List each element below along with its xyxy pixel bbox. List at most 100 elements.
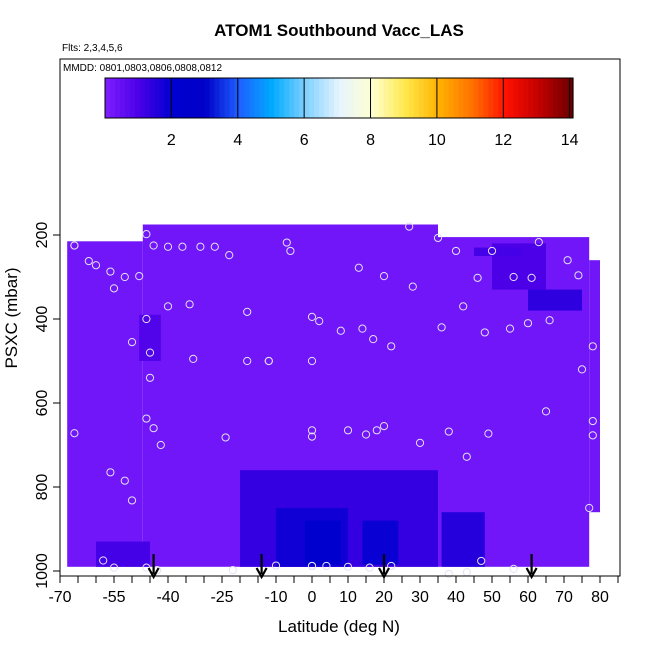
colorbar-cell [269,78,275,118]
sample-point [210,242,219,251]
colorbar-cell [488,78,494,118]
x-tick-label: 80 [591,589,609,606]
colorbar-tick-label: 6 [300,132,309,149]
heatmap-cell [304,520,341,565]
sample-point [462,452,471,461]
sample-point [271,561,281,570]
flight-marker-head [525,567,538,580]
sample-point [243,356,252,366]
colorbar-cell [383,78,390,118]
colorbar-cell [563,78,569,118]
colorbar-cell [224,78,231,118]
sample-point [307,426,317,435]
sample-point [70,429,79,438]
colorbar-cell [264,78,270,118]
sample-point [163,302,173,311]
flight-marker-head [147,567,160,580]
colorbar-cell [508,78,514,118]
sample-point [264,356,273,366]
sample-point [387,561,396,571]
colorbar-cell [339,78,345,118]
sample-point [91,261,101,270]
sample-point [588,342,597,351]
colorbar-cells [105,78,574,118]
x-tick-label: 70 [555,589,573,606]
colorbar-cell [443,78,450,118]
colorbar-cell [134,78,141,118]
y-tick-label: 1000 [34,553,51,589]
sample-point [523,319,533,328]
sample-point [307,561,317,571]
colorbar-cell [468,78,475,118]
colorbar-cell [129,78,136,118]
sample-point [379,272,389,281]
sample-point [120,476,129,485]
colorbar-cell [558,78,564,118]
sample-point [142,563,151,572]
colorbar-ticks: 2 4 6 8 10 12 14 [167,78,579,149]
sample-point [228,566,237,575]
colorbar-cell [229,78,236,118]
sample-point [142,230,151,239]
colorbar-cell [254,78,260,118]
coverage-cell [502,543,518,559]
sample-point [358,324,367,333]
colorbar-cell [413,78,420,118]
sample-point [225,251,234,260]
colorbar-cell [314,78,320,118]
sample-point [286,246,295,256]
heatmap-layer [67,222,600,580]
colorbar-tick-label: 4 [233,132,242,149]
y-axis-label: PSXC (mbar) [2,267,21,368]
y-tick-label: 400 [34,306,51,333]
x-tick-label: 0 [308,589,317,606]
x-tick-label: -70 [48,589,71,606]
colorbar-cell [199,78,206,118]
sample-point [433,233,443,243]
colorbar-cell [393,78,400,118]
x-tick-label: -10 [264,589,287,606]
colorbar-cell [453,78,460,118]
sample-point [484,429,493,438]
sample-point [369,335,378,344]
colorbar-cell [234,78,241,118]
colorbar-cell [184,78,191,118]
colorbar-cell [363,78,370,118]
colorbar-cell [159,78,166,118]
flight-marker-head [255,567,268,580]
colorbar-cell [249,78,255,118]
sample-point [405,222,414,231]
sample-point [372,426,381,435]
sample-point [577,365,587,374]
sample-point [574,271,583,280]
x-tick-label: 60 [519,589,537,606]
y-tick-label: 800 [34,474,51,501]
sample-point [142,314,151,324]
colorbar-cell [368,78,375,118]
sample-point [322,561,331,571]
x-axis: -70 -55 -40 -25 -10 0 10 20 30 40 50 60 70 80 [48,576,619,606]
heatmap-cell [441,512,485,567]
colorbar-cell [398,78,405,118]
sample-point [459,302,468,311]
x-tick-label: 40 [447,589,465,606]
colorbar-cell [473,78,480,118]
colorbar-cell [448,78,455,118]
sample-point [473,273,482,282]
plot-frame [59,58,621,577]
sample-point [145,373,155,382]
colorbar-cell [463,78,470,118]
colorbar-cell [259,78,265,118]
colorbar-cell [324,78,330,118]
colorbar-cell [219,78,226,118]
sample-point [408,282,417,291]
heatmap-enhanced [96,243,582,567]
sample-point [178,242,187,251]
colorbar-cell [144,78,151,118]
colorbar-cell [299,78,305,118]
colorbar-cell [498,78,504,118]
colorbar-cell [433,78,440,118]
colorbar-cell [289,78,295,118]
colorbar-cell [533,78,539,118]
colorbar-cell [179,78,186,118]
